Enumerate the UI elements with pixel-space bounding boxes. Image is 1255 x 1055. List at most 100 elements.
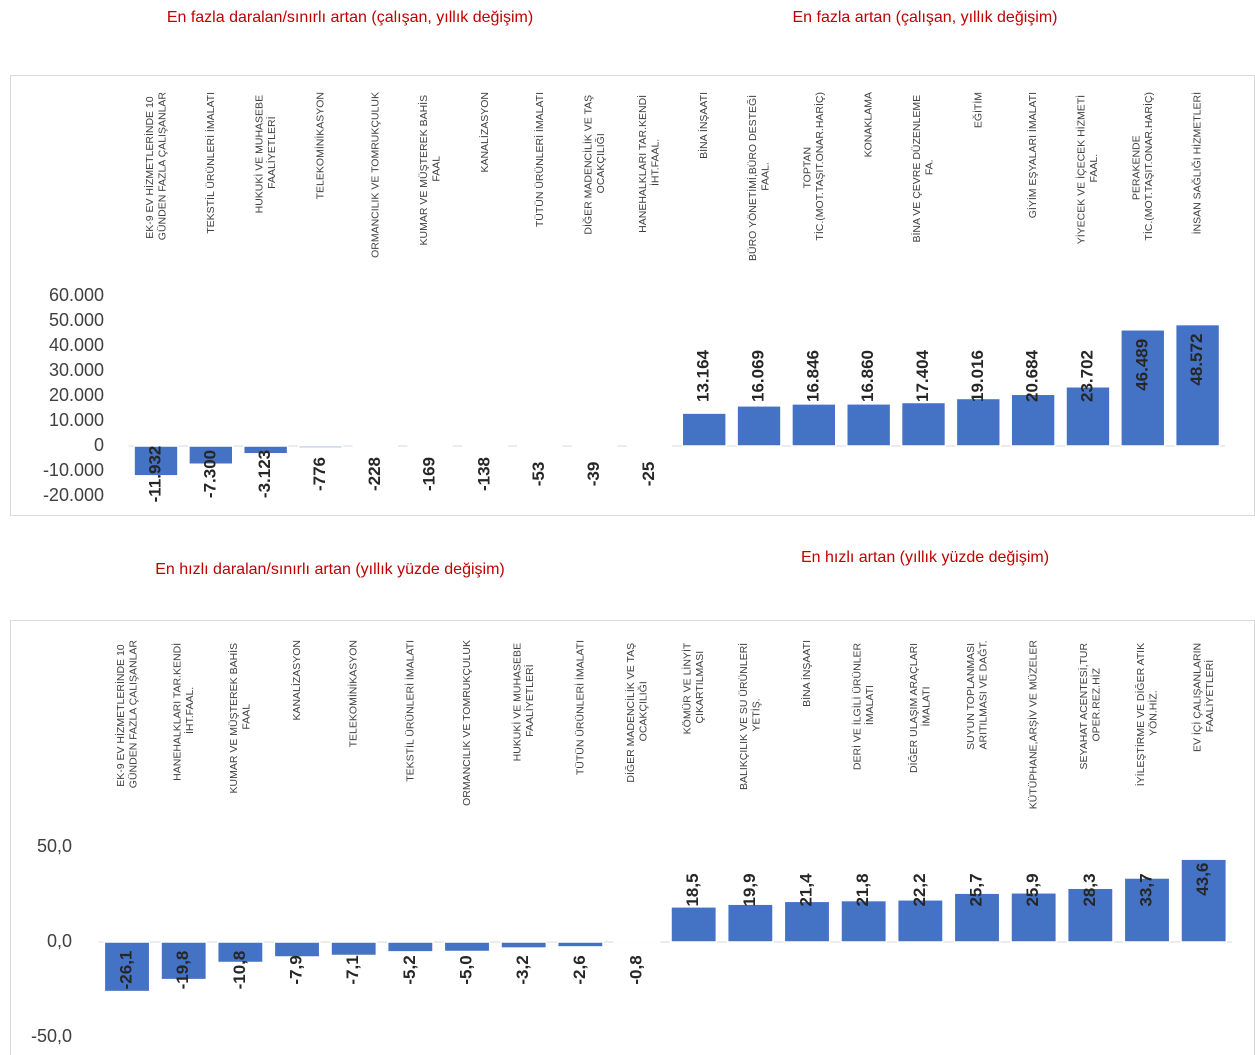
bar (500, 941, 548, 949)
value-label: 23.702 (1077, 350, 1096, 402)
value-label: 21,8 (853, 873, 872, 906)
value-label: -0,8 (627, 955, 646, 984)
value-label: -5,2 (400, 955, 419, 984)
x-category-label: ORMANCILIK VE TOMRUKÇULUK (461, 640, 473, 806)
value-label: 46.489 (1132, 339, 1151, 391)
value-label: -3,2 (513, 955, 532, 984)
bar (216, 941, 264, 964)
y-tick-label: 40.000 (49, 335, 104, 355)
bar (1180, 858, 1228, 943)
bar (736, 405, 782, 447)
bar (103, 941, 151, 993)
value-label: -53 (529, 462, 548, 487)
x-category-label: KANALİZASYON (290, 640, 303, 721)
value-label: -7,9 (287, 955, 306, 984)
value-label: -11.932 (145, 446, 164, 503)
value-label: -7.300 (200, 450, 219, 498)
value-label: -7,1 (343, 955, 362, 984)
value-label: 13.164 (694, 349, 713, 402)
x-category-label: DİĞER MADENCİLİK VE TAŞ OCAKÇILIĞI (624, 640, 650, 783)
bar (133, 445, 179, 477)
value-label: -25 (639, 462, 658, 487)
value-label: -228 (365, 457, 384, 491)
y-tick-label: -10.000 (43, 460, 104, 480)
x-category-label: ORMANCILIK VE TOMRUKÇULUK (369, 92, 381, 258)
bar (670, 906, 718, 943)
value-label: 43,6 (1193, 863, 1212, 896)
bar (297, 445, 344, 449)
value-label: 19.016 (968, 350, 987, 402)
x-category-label: KUMAR VE MÜŞTEREK BAHİS FAAL (417, 92, 443, 245)
value-label: -169 (420, 457, 439, 491)
x-category-label: KANALİZASYON (478, 92, 491, 173)
bar (443, 941, 491, 953)
value-label: -138 (474, 457, 493, 491)
x-category-label: KONAKLAMA (862, 92, 874, 157)
chart-heading: En fazla daralan/sınırlı artan (çalışan,… (167, 9, 533, 26)
bar (1010, 393, 1056, 447)
bar (681, 412, 727, 447)
x-category-label: BİNA İNŞAATI (800, 640, 813, 707)
value-label: -5,0 (457, 955, 476, 984)
bar (783, 900, 831, 943)
bar (900, 401, 947, 447)
bar (1065, 385, 1111, 447)
bar (1123, 877, 1171, 943)
bar (840, 899, 888, 943)
bar (330, 941, 378, 957)
chart-heading: En hızlı daralan/sınırlı artan (yıllık y… (155, 561, 504, 578)
bar (955, 397, 1001, 447)
x-category-label: TEKSTİL ÜRÜNLERİ İMALATI (403, 640, 416, 782)
bar (273, 941, 321, 958)
bar (726, 903, 774, 943)
value-label: 22,2 (910, 873, 929, 906)
x-category-label: HANEHALKLARI TAR.KENDİ İHT.FAAL. (170, 640, 196, 781)
x-category-label: DERİ VE İLGİLİ ÜRÜNLER İMALATI (850, 640, 876, 770)
bar (845, 403, 892, 447)
y-tick-label: 0 (94, 435, 104, 455)
bar (896, 899, 944, 943)
y-tick-label: 10.000 (49, 410, 104, 430)
bar (1120, 329, 1166, 447)
bar (1174, 323, 1221, 447)
x-category-label: SUYUN TOPLANMASI ARITILMASI VE DAĞT. (965, 640, 990, 750)
x-category-label: KÖMÜR VE LİNYİT ÇIKARTILMASI (680, 640, 706, 734)
value-label: 25,7 (966, 873, 985, 906)
bar (160, 941, 208, 981)
x-category-label: BALIKÇILIK VE SU ÜRÜNLERİ YETİŞ. (737, 640, 763, 790)
bar (791, 403, 837, 447)
value-label: 28,3 (1080, 873, 1099, 906)
x-category-label: BİNA İNŞAATI (697, 92, 710, 159)
y-tick-label: 60.000 (49, 285, 104, 305)
x-category-label: EK-9 EV HİZMETLERİNDE 10 GÜNDEN FAZLA ÇA… (143, 92, 169, 241)
x-category-label: TELEKOMİNİKASYON (346, 640, 359, 747)
x-category-label: İYİLEŞTİRME VE DİĞER ATIK YÖN.HİZ. (1134, 640, 1160, 786)
value-label: 48.572 (1187, 334, 1206, 386)
value-label: 16.846 (803, 350, 822, 402)
bar (188, 445, 234, 465)
value-label: -26,1 (117, 951, 136, 990)
x-category-label: BÜRO YÖNETİMİ,BÜRO DESTEĞİ FAAL. (746, 92, 772, 261)
y-tick-label: 50,0 (37, 836, 72, 856)
x-category-label: EK-9 EV HİZMETLERİNDE 10 GÜNDEN FAZLA ÇA… (114, 640, 140, 789)
value-label: -19,8 (173, 951, 192, 990)
x-category-label: TOPTAN TİC.(MOT.TAŞIT.ONAR.HARİÇ) (801, 92, 826, 241)
value-label: -2,6 (570, 955, 589, 984)
x-category-label: TEKSTİL ÜRÜNLERİ İMALATI (204, 92, 217, 234)
x-category-label: İNSAN SAĞLIĞI HİZMETLERİ (1190, 92, 1203, 234)
x-category-label: TELEKOMİNİKASYON (313, 92, 326, 199)
value-label: 16.069 (749, 350, 768, 402)
x-category-label: PERAKENDE TİC.(MOT.TAŞIT.ONAR.HARİÇ) (1130, 92, 1155, 241)
y-tick-label: 30.000 (49, 360, 104, 380)
value-label: 16.860 (858, 350, 877, 402)
bar (1066, 887, 1114, 943)
x-category-label: KÜTÜPHANE,ARŞİV VE MÜZELER (1026, 640, 1039, 810)
bar (613, 941, 661, 945)
x-category-label: EV İÇİ ÇALIŞANLARIN FAALİYETLERİ (1190, 640, 1216, 752)
x-category-label: HANEHALKLARI TAR.KENDİ İHT.FAAL. (636, 92, 662, 233)
value-label: -10,8 (230, 951, 249, 990)
chart-heading: En hızlı artan (yıllık yüzde değişim) (801, 549, 1049, 566)
x-category-label: YİYECEK VE İÇECEK HİZMETİ FAAL. (1074, 92, 1100, 244)
value-label: -39 (584, 462, 603, 487)
